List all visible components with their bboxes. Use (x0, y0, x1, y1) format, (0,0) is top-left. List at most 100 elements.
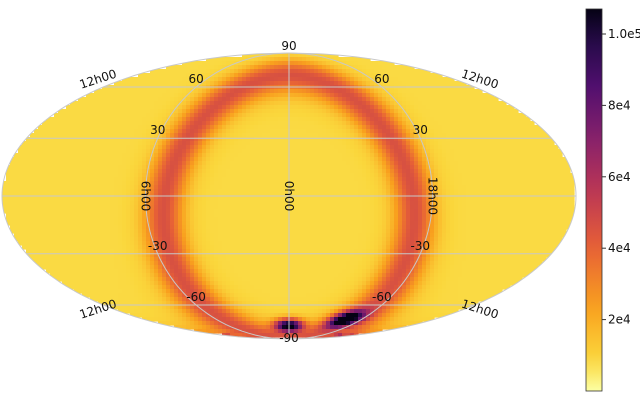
map-cell (418, 77, 423, 82)
map-cell (566, 217, 571, 222)
map-cell (130, 141, 135, 146)
map-cell (414, 117, 419, 122)
map-cell (246, 141, 251, 146)
map-cell (378, 105, 383, 110)
map-cell (538, 161, 543, 166)
map-cell (174, 217, 179, 222)
map-cell (214, 73, 219, 78)
map-cell (462, 97, 467, 102)
map-cell (190, 169, 195, 174)
map-cell (326, 185, 331, 190)
map-cell (382, 197, 387, 202)
map-cell (426, 209, 431, 214)
map-cell (538, 201, 543, 206)
map-cell (70, 165, 75, 170)
map-cell (274, 189, 279, 194)
map-cell (530, 169, 535, 174)
map-cell (278, 53, 283, 58)
map-cell (330, 93, 335, 98)
map-cell (138, 113, 143, 118)
map-cell (194, 205, 199, 210)
map-cell (310, 81, 315, 86)
map-cell (478, 145, 483, 150)
map-cell (522, 161, 527, 166)
map-cell (82, 185, 87, 190)
map-cell (366, 217, 371, 222)
map-cell (378, 205, 383, 210)
map-cell (18, 209, 23, 214)
map-cell (458, 121, 463, 126)
map-cell (450, 105, 455, 110)
map-cell (322, 165, 327, 170)
map-cell (458, 157, 463, 162)
map-cell (294, 185, 299, 190)
map-cell (330, 113, 335, 118)
map-cell (118, 173, 123, 178)
map-cell (102, 109, 107, 114)
map-cell (218, 117, 223, 122)
map-cell (414, 157, 419, 162)
map-cell (142, 201, 147, 206)
map-cell (418, 145, 423, 150)
map-cell (334, 93, 339, 98)
map-cell (114, 141, 119, 146)
map-cell (334, 189, 339, 194)
map-cell (310, 217, 315, 222)
map-cell (246, 197, 251, 202)
map-cell (210, 217, 215, 222)
map-cell (306, 145, 311, 150)
map-cell (334, 153, 339, 158)
map-cell (342, 81, 347, 86)
map-cell (230, 77, 235, 82)
map-cell (434, 185, 439, 190)
map-cell (30, 221, 35, 226)
map-cell (282, 157, 287, 162)
map-cell (258, 221, 263, 226)
map-cell (318, 157, 323, 162)
map-cell (450, 161, 455, 166)
map-cell (374, 109, 379, 114)
map-cell (374, 201, 379, 206)
map-cell (358, 133, 363, 138)
map-cell (322, 201, 327, 206)
map-cell (210, 221, 215, 226)
map-cell (458, 197, 463, 202)
map-cell (94, 181, 99, 186)
map-cell (474, 153, 479, 158)
map-cell (190, 205, 195, 210)
map-cell (306, 177, 311, 182)
map-cell (486, 93, 491, 98)
map-cell (422, 81, 427, 86)
map-cell (450, 193, 455, 198)
map-cell (270, 53, 275, 58)
map-cell (242, 181, 247, 186)
map-cell (378, 209, 383, 214)
map-cell (410, 201, 415, 206)
map-cell (46, 153, 51, 158)
map-cell (454, 97, 459, 102)
map-cell (218, 181, 223, 186)
map-cell (486, 173, 491, 178)
map-cell (242, 185, 247, 190)
map-cell (202, 197, 207, 202)
map-cell (110, 189, 115, 194)
map-cell (342, 161, 347, 166)
map-cell (82, 121, 87, 126)
map-cell (502, 101, 507, 106)
map-cell (434, 81, 439, 86)
map-cell (74, 165, 79, 170)
map-cell (354, 141, 359, 146)
map-cell (490, 101, 495, 106)
map-cell (290, 77, 295, 82)
map-cell (62, 149, 67, 154)
map-cell (310, 101, 315, 106)
map-cell (70, 213, 75, 218)
map-cell (98, 173, 103, 178)
map-cell (258, 177, 263, 182)
map-cell (350, 165, 355, 170)
map-cell (394, 141, 399, 146)
map-cell (58, 169, 63, 174)
map-cell (410, 181, 415, 186)
map-cell (190, 65, 195, 70)
map-cell (402, 157, 407, 162)
